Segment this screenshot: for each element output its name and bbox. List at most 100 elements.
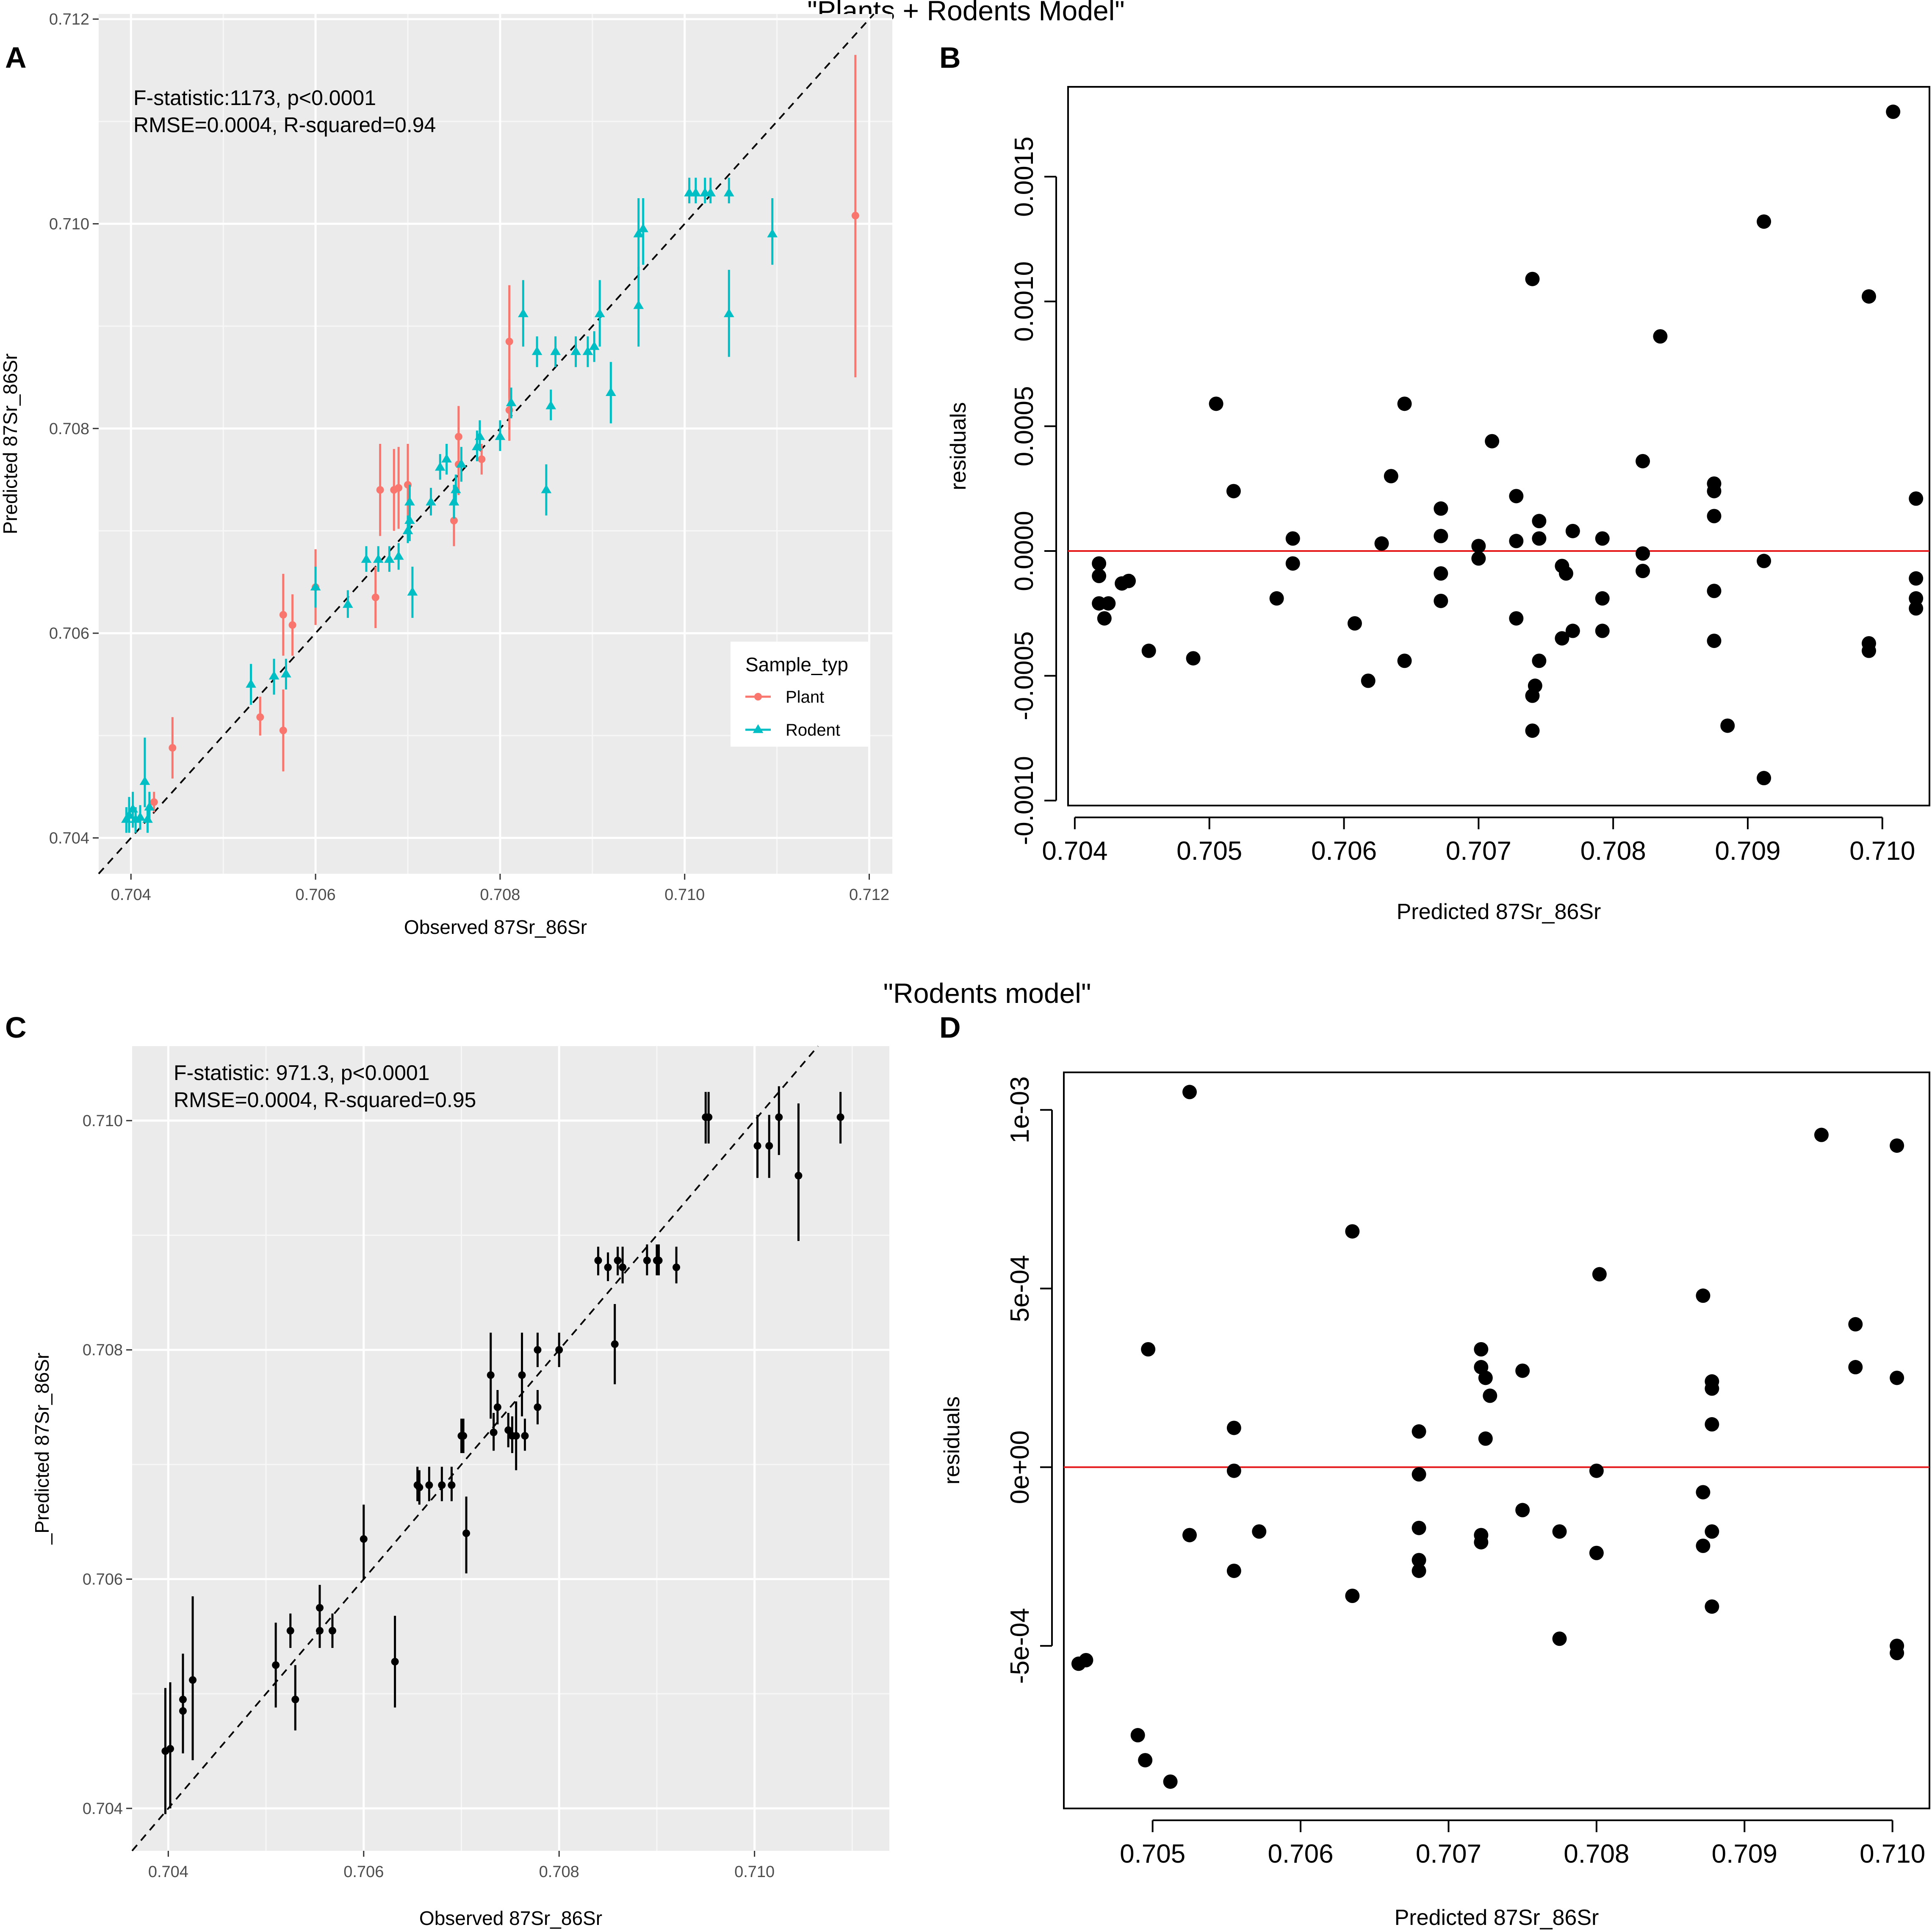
residual-point	[1130, 1728, 1145, 1743]
stats-annotation: F-statistic:1173, p<0.0001	[133, 86, 376, 110]
residual-point	[1079, 1653, 1093, 1667]
residual-point	[1525, 723, 1540, 738]
x-tick-label: 0.709	[1715, 836, 1780, 866]
residual-point	[1141, 643, 1156, 658]
data-point	[643, 1257, 651, 1265]
legend-title: Sample_typ	[745, 653, 848, 676]
y-tick-label: 0.710	[83, 1112, 123, 1130]
x-axis-title: Predicted 87Sr_86Sr	[1397, 900, 1601, 924]
data-point	[376, 486, 384, 494]
data-point	[478, 455, 486, 463]
residual-point	[1138, 1753, 1153, 1768]
plot-panel	[132, 1046, 889, 1851]
x-tick-label: 0.704	[111, 886, 151, 904]
data-point-triangle	[393, 551, 404, 560]
data-point-triangle	[384, 554, 395, 563]
data-point-triangle	[594, 308, 605, 317]
data-point	[490, 1429, 498, 1437]
residual-point	[1565, 623, 1580, 638]
data-point-triangle	[139, 776, 150, 785]
data-point-triangle	[474, 431, 485, 440]
residual-point	[1434, 501, 1448, 516]
plot-box	[1067, 86, 1930, 806]
data-point-triangle	[506, 397, 517, 407]
residual-point	[1909, 601, 1924, 616]
y-tick-label: 1e-03	[1005, 1076, 1035, 1144]
data-point	[415, 1484, 423, 1492]
x-tick-label: 0.706	[1311, 836, 1377, 866]
residual-point	[1886, 104, 1901, 119]
data-point-triangle	[531, 346, 543, 355]
residual-point	[1848, 1317, 1863, 1332]
x-axis-title: Predicted 87Sr_86Sr	[1395, 1905, 1599, 1930]
data-point	[505, 338, 513, 346]
residual-point	[1515, 1363, 1530, 1378]
bottom-title: "Rodents model"	[883, 977, 1091, 1009]
data-point-triangle	[723, 308, 734, 317]
residual-point	[1558, 566, 1573, 581]
y-tick-label: 0e+00	[1005, 1430, 1035, 1504]
x-tick-label: 0.705	[1176, 836, 1242, 866]
residual-point	[1226, 1463, 1241, 1478]
x-tick-label: 0.708	[480, 886, 520, 904]
data-point-triangle	[541, 484, 552, 493]
residual-point	[1186, 651, 1201, 666]
residual-point	[1592, 1267, 1607, 1282]
residual-point	[1589, 1545, 1604, 1560]
residual-point	[1595, 623, 1610, 638]
y-tick-label: 5e-04	[1005, 1255, 1035, 1322]
residual-point	[1474, 1342, 1489, 1357]
data-point-triangle	[404, 496, 415, 506]
data-point-triangle	[518, 308, 529, 317]
x-tick-label: 0.710	[1860, 1839, 1925, 1869]
data-point	[286, 1627, 294, 1635]
x-tick-label: 0.707	[1416, 1839, 1481, 1869]
data-point	[169, 744, 177, 752]
data-point-triangle	[124, 810, 135, 819]
residual-point	[1555, 631, 1569, 646]
data-point	[391, 1658, 399, 1666]
residual-point	[1636, 546, 1650, 561]
residual-point	[1485, 434, 1500, 449]
residual-point	[1720, 718, 1735, 733]
data-point	[291, 1695, 299, 1703]
residual-point	[1525, 271, 1540, 286]
residual-point	[1909, 591, 1924, 606]
y-tick-label: 0.0015	[1010, 136, 1039, 217]
data-point	[462, 1529, 471, 1537]
residual-point	[1412, 1424, 1426, 1439]
data-point	[851, 212, 859, 220]
residual-point	[1478, 1431, 1493, 1446]
residual-point	[1182, 1085, 1197, 1099]
residual-point	[1861, 643, 1876, 658]
panel-label: B	[939, 41, 961, 74]
data-point	[555, 1346, 563, 1354]
residual-point	[1532, 653, 1547, 668]
data-point	[316, 1604, 324, 1612]
residual-point	[1163, 1774, 1178, 1789]
data-point	[279, 726, 287, 734]
data-point-triangle	[606, 387, 616, 396]
x-axis-title: Observed 87Sr_86Sr	[404, 916, 587, 938]
data-point	[454, 433, 462, 441]
y-tick-label: 0.0000	[1010, 511, 1039, 591]
residual-point	[1226, 1421, 1241, 1435]
residual-point	[1707, 634, 1722, 648]
residual-point	[1515, 1503, 1530, 1517]
residual-point	[1397, 396, 1412, 411]
panel-label: A	[5, 41, 27, 74]
residual-point	[1252, 1524, 1267, 1539]
residual-point	[1814, 1127, 1829, 1142]
x-tick-label: 0.708	[1580, 836, 1646, 866]
residual-point	[1589, 1463, 1604, 1478]
residual-point	[1696, 1485, 1711, 1500]
residual-point	[1565, 523, 1580, 538]
data-point-triangle	[441, 454, 452, 463]
data-point	[594, 1257, 602, 1265]
y-tick-label: -0.0005	[1010, 631, 1039, 720]
y-tick-label: 0.706	[49, 625, 89, 642]
residual-point	[1696, 1288, 1711, 1303]
residual-point	[1705, 1381, 1719, 1396]
data-point	[272, 1661, 280, 1669]
residual-point	[1757, 771, 1771, 786]
